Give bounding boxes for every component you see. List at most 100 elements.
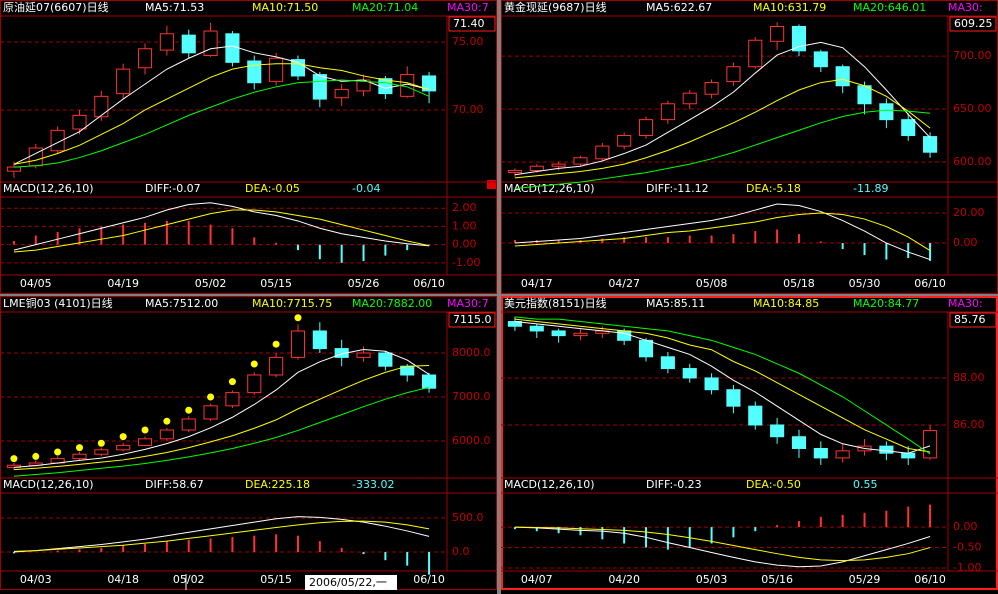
ma-label: MA10:84.85 bbox=[753, 297, 819, 310]
chart-panel[interactable]: 美元指数(8151)日线 MA5:85.11 MA10:84.85 MA20:84.7… bbox=[501, 296, 998, 590]
ma-label: MA20:7882.00 bbox=[352, 297, 432, 310]
x-tick-label: 06/10 bbox=[914, 277, 946, 290]
panel-frame bbox=[501, 296, 998, 590]
dea-line bbox=[13, 209, 430, 253]
ma-label: MA10:7715.75 bbox=[252, 297, 332, 310]
chart-title: 原油延07(6607)日线 bbox=[3, 0, 109, 14]
y-tick-label: -0.50 bbox=[953, 541, 981, 554]
x-tick-label: 05/15 bbox=[260, 277, 292, 290]
ma-label: MA30:7 bbox=[447, 1, 489, 14]
candle-body bbox=[50, 129, 65, 152]
candle-body bbox=[660, 103, 675, 121]
candle-body bbox=[247, 60, 262, 84]
diff-line bbox=[514, 203, 931, 261]
candle-body bbox=[225, 33, 240, 63]
x-tick-label: 05/02 bbox=[173, 573, 205, 586]
candle-body bbox=[6, 166, 21, 172]
candle-body bbox=[378, 352, 393, 367]
ma-line bbox=[514, 109, 931, 189]
ma-line bbox=[13, 63, 430, 165]
y-tick-label: 0.0 bbox=[452, 545, 470, 558]
indicator-dot bbox=[207, 393, 215, 401]
macd-label: -0.04 bbox=[352, 182, 380, 195]
x-tick-label: 05/16 bbox=[761, 573, 793, 586]
chart-panel[interactable]: 黄金现延(9687)日线 MA5:622.67 MA10:631.79 MA20:64… bbox=[501, 0, 998, 294]
y-tick-label: 600.00 bbox=[953, 155, 992, 168]
candle-body bbox=[356, 352, 371, 358]
diff-line bbox=[514, 526, 931, 568]
ma-line bbox=[13, 364, 430, 471]
indicator-dot bbox=[272, 340, 280, 348]
price-label: 71.40 bbox=[453, 17, 485, 30]
ma-label: MA5:622.67 bbox=[646, 1, 712, 14]
candle-body bbox=[835, 450, 850, 459]
y-tick-label: 700.00 bbox=[953, 49, 992, 62]
x-tick-label: 04/27 bbox=[608, 277, 640, 290]
x-tick-label: 05/26 bbox=[348, 277, 380, 290]
ma-line bbox=[13, 386, 430, 477]
ma-label: MA10:631.79 bbox=[753, 1, 826, 14]
chart-panel[interactable]: LME铜03 (4101)日线 MA5:7512.00 MA10:7715.75 MA… bbox=[0, 296, 497, 590]
candle-body bbox=[94, 95, 109, 118]
candle-body bbox=[137, 438, 153, 446]
indicator-dot bbox=[163, 417, 171, 425]
x-tick-label: 05/30 bbox=[849, 277, 881, 290]
y-tick-label: -1.00 bbox=[953, 561, 981, 574]
macd-label: DEA:-0.05 bbox=[245, 182, 300, 195]
gap bbox=[497, 0, 501, 594]
macd-label: MACD(12,26,10) bbox=[3, 478, 94, 491]
candle-body bbox=[159, 429, 174, 440]
diff-line bbox=[13, 516, 430, 553]
indicator-dot bbox=[97, 439, 105, 447]
candle-body bbox=[638, 339, 654, 358]
ma-line bbox=[13, 45, 430, 165]
y-tick-label: 2.00 bbox=[452, 201, 477, 214]
y-tick-label: 1.00 bbox=[452, 219, 477, 232]
candle-body bbox=[923, 136, 938, 153]
x-tick-label: 05/29 bbox=[849, 573, 881, 586]
candle-body bbox=[573, 332, 588, 337]
x-tick-label: 05/15 bbox=[260, 573, 292, 586]
macd-label: MACD(12,26,10) bbox=[3, 182, 94, 195]
x-tick-label: 05/18 bbox=[783, 277, 815, 290]
gap bbox=[0, 292, 998, 296]
marker bbox=[487, 180, 496, 189]
macd-label: MACD(12,26,10) bbox=[504, 478, 595, 491]
candle-body bbox=[748, 405, 763, 426]
price-label: 7115.0 bbox=[453, 313, 492, 326]
chart-panel[interactable]: 原油延07(6607)日线 MA5:71.53 MA10:71.50 MA20:71.… bbox=[0, 0, 497, 294]
macd-label: DEA:-0.50 bbox=[746, 478, 801, 491]
candle-body bbox=[529, 325, 544, 332]
candle-body bbox=[247, 374, 262, 394]
ma-label: MA20:84.77 bbox=[853, 297, 919, 310]
y-tick-label: 650.00 bbox=[953, 102, 992, 115]
candle-body bbox=[507, 169, 522, 174]
cursor-label: 2006/05/22,一 bbox=[309, 576, 387, 589]
price-box bbox=[448, 16, 496, 32]
candle-body bbox=[203, 405, 218, 420]
macd-label: -333.02 bbox=[352, 478, 394, 491]
price-label: 609.25 bbox=[954, 17, 993, 30]
ma-line bbox=[13, 79, 430, 168]
candle-body bbox=[269, 57, 284, 82]
indicator-dot bbox=[185, 406, 193, 414]
y-tick-label: 6000.0 bbox=[452, 434, 491, 447]
candle-body bbox=[726, 389, 741, 407]
indicator-dot bbox=[10, 455, 18, 463]
macd-label: DIFF:-0.23 bbox=[646, 478, 702, 491]
y-tick-label: 500.0 bbox=[452, 511, 484, 524]
candle-body bbox=[529, 165, 544, 171]
indicator-dot bbox=[75, 444, 83, 452]
candle-body bbox=[334, 89, 349, 99]
candle-body bbox=[835, 66, 850, 87]
ma-label: MA5:71.53 bbox=[145, 1, 204, 14]
candle-body bbox=[879, 445, 894, 454]
y-tick-label: 0.00 bbox=[452, 238, 477, 251]
candle-body bbox=[879, 103, 894, 121]
y-tick-label: 86.00 bbox=[953, 418, 985, 431]
candle-body bbox=[225, 392, 240, 407]
candle-body bbox=[181, 34, 196, 54]
candle-body bbox=[660, 356, 675, 370]
candle-body bbox=[638, 119, 654, 137]
